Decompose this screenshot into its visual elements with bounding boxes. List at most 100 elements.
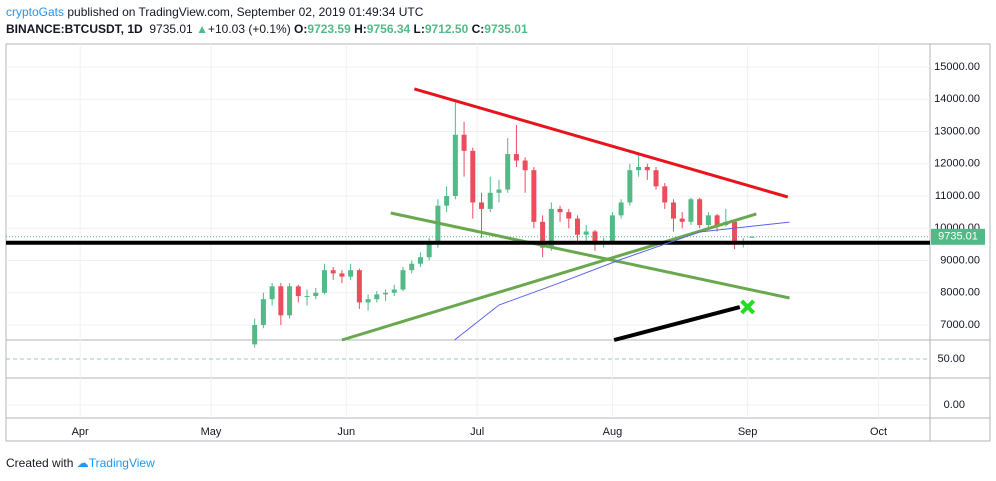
y-tick-label: 14000.00 — [934, 93, 980, 105]
created: Created with — [6, 456, 74, 470]
price-tag — [931, 228, 985, 245]
header-line: BINANCE:BTCUSDT, 1D 9735.01 ▲+10.03 (+0.… — [6, 21, 528, 38]
value: 9756.34 — [366, 22, 411, 36]
y-tick-label: 50.00 — [937, 353, 965, 365]
candle-body — [383, 292, 389, 295]
y-tick-label: 13000.00 — [934, 125, 980, 137]
candle-body — [339, 273, 345, 277]
candle-body — [670, 202, 676, 219]
candle-body — [505, 154, 511, 190]
change: +10.03 (+0.1%) — [207, 22, 291, 36]
candle-body — [513, 154, 519, 161]
label: H: — [354, 22, 367, 36]
candle-body — [391, 289, 397, 293]
value: 9712.50 — [424, 22, 469, 36]
last-price: 9735.01 — [149, 22, 193, 36]
candle-body — [479, 202, 485, 209]
candle-body — [356, 270, 362, 303]
x-tick-label: Jun — [337, 426, 355, 438]
candle-body — [461, 134, 467, 151]
trend-line — [413, 87, 789, 199]
trend-line — [454, 221, 790, 341]
candle-body — [679, 218, 685, 222]
candle-body — [575, 218, 581, 235]
trend-line — [613, 305, 741, 342]
candle-body — [714, 215, 720, 226]
chart: Apr May Jun Jul Aug Sep Oct 7000.00 8000.00 9000.… — [5, 43, 991, 442]
candle-body — [295, 286, 301, 296]
candle-body — [522, 160, 528, 171]
candle-body — [435, 205, 441, 245]
candle-body — [444, 195, 450, 206]
label: L: — [413, 22, 425, 36]
x-marker — [740, 299, 756, 315]
published: published on TradingView.com, September … — [64, 5, 424, 19]
candle-body — [313, 292, 319, 296]
label: O: — [294, 22, 308, 36]
candle-body — [557, 208, 563, 213]
x-tick-label: Oct — [870, 426, 887, 438]
brand: TradingView — [88, 456, 155, 470]
candle-body — [252, 325, 258, 345]
y-tick-label: 9000.00 — [940, 254, 980, 266]
x-tick-label: Sep — [738, 426, 758, 438]
up-arrow: ▲ — [196, 22, 208, 36]
x-tick-label: May — [201, 426, 222, 438]
symbol: BINANCE:BTCUSDT, 1D — [6, 22, 143, 36]
y-tick-label: 12000.00 — [934, 158, 980, 170]
y-tick-label: 8000.00 — [940, 287, 980, 299]
candle-body — [269, 286, 275, 300]
author: cryptoGats — [6, 5, 65, 19]
candle-body — [705, 215, 711, 226]
candle-body — [321, 270, 327, 293]
header: cryptoGats published on TradingView.com,… — [6, 4, 528, 38]
candle-body — [278, 286, 284, 316]
trend-line — [390, 211, 790, 300]
candle-body — [409, 263, 415, 271]
candle-body — [609, 215, 615, 243]
candle-body — [452, 134, 458, 196]
candle-body — [583, 231, 589, 235]
candle-body — [487, 192, 493, 209]
value: 9735.01 — [484, 22, 528, 36]
y-tick-label: 0.00 — [944, 399, 965, 411]
candle-body — [531, 170, 537, 222]
candle-body — [374, 294, 380, 300]
x-tick-label: Jul — [470, 426, 484, 438]
candle-body — [732, 221, 738, 245]
candle-body — [566, 212, 572, 219]
candle-body — [348, 270, 354, 277]
y-tick-label: 15000.00 — [934, 61, 980, 73]
candle-body — [653, 170, 659, 187]
candle-body — [287, 286, 293, 316]
candle-body — [260, 299, 266, 326]
trend-line — [341, 212, 757, 342]
candle-body — [662, 186, 668, 203]
candle-body — [618, 202, 624, 216]
candle-body — [496, 189, 502, 193]
candle-body — [417, 257, 423, 264]
candle-body — [697, 199, 703, 226]
candle-body — [365, 299, 371, 303]
candle-body — [470, 150, 476, 203]
value: 9723.59 — [307, 22, 351, 36]
candle-body — [540, 221, 546, 248]
x-tick-label: Apr — [72, 426, 89, 438]
footer: Created with ☁TradingView — [6, 456, 155, 470]
candle-body — [548, 208, 554, 248]
candle-body — [400, 270, 406, 290]
label: C: — [471, 22, 485, 36]
brand-icon: ☁ — [76, 456, 89, 470]
candle-body — [304, 295, 310, 297]
candle-body — [627, 170, 633, 203]
candle-body — [644, 166, 650, 171]
y-tick-label: 11000.00 — [935, 190, 980, 202]
y-tick-label: 7000.00 — [940, 319, 980, 331]
candle-body — [749, 236, 755, 238]
candle-body — [330, 270, 336, 274]
candle-body — [592, 231, 598, 245]
candle-body — [688, 199, 694, 222]
header-line: cryptoGats published on TradingView.com,… — [6, 4, 528, 21]
price-tag-label: 9735.01 — [938, 231, 978, 243]
